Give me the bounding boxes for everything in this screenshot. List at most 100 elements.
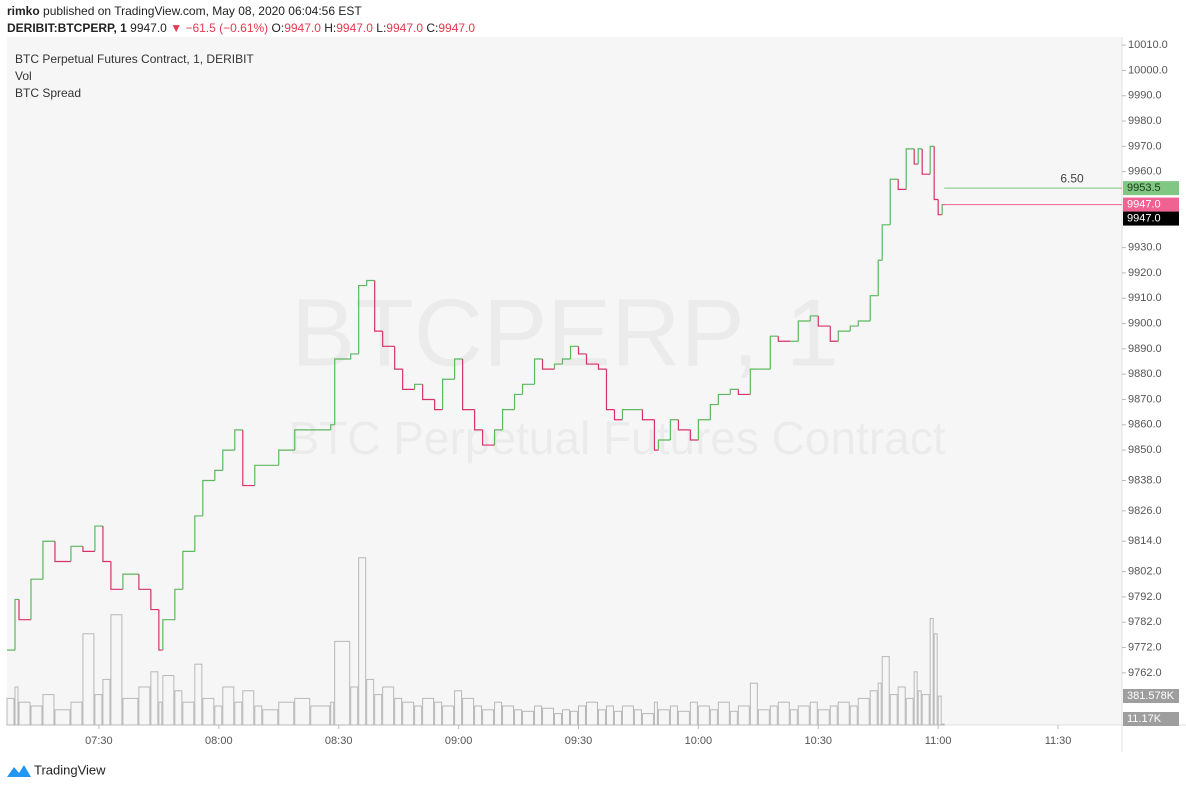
- volume-bar: [350, 686, 359, 726]
- y-tick-label: 10010.0: [1128, 39, 1168, 51]
- last-price: 9947.0: [130, 21, 167, 35]
- volume-bar: [442, 705, 455, 726]
- x-tick-label: 10:30: [805, 735, 833, 747]
- price-step: [242, 429, 255, 487]
- y-tick-label: 9930.0: [1128, 242, 1162, 254]
- volume-bar: [330, 701, 335, 726]
- volume-bar: [70, 701, 83, 726]
- x-tick-label: 09:30: [565, 735, 593, 747]
- y-tick-label: 9970.0: [1128, 140, 1162, 152]
- volume-bar: [729, 710, 738, 726]
- price-tag-bg: [1123, 181, 1179, 196]
- x-tick-label: 08:00: [205, 735, 233, 747]
- legend-item: Vol: [15, 69, 32, 83]
- y-tick-label: 9850.0: [1128, 444, 1162, 456]
- volume-bar: [122, 697, 139, 726]
- price-tag: 9953.5: [1127, 182, 1161, 194]
- price-step: [621, 409, 635, 420]
- price-step: [889, 178, 899, 225]
- price-step: [382, 331, 395, 347]
- x-tick-label: 07:30: [85, 735, 113, 747]
- y-tick-label: 9762.0: [1128, 667, 1162, 679]
- price-step: [414, 383, 423, 390]
- price-step: [278, 449, 295, 466]
- volume-bar: [422, 697, 435, 726]
- volume-bar: [162, 675, 175, 726]
- price-step: [881, 224, 891, 261]
- price-step: [869, 295, 879, 322]
- volume-bar: [174, 690, 183, 726]
- volume-bar: [717, 701, 730, 726]
- volume-bar: [797, 705, 810, 726]
- volume-bar: [689, 701, 698, 726]
- volume-bar: [889, 694, 898, 726]
- volume-bar: [414, 705, 423, 726]
- price-step: [849, 325, 859, 332]
- price-step: [493, 429, 503, 446]
- volume-bar: [562, 709, 570, 726]
- price-step: [222, 449, 235, 471]
- volume-bar: [522, 710, 535, 726]
- price-step: [809, 315, 819, 322]
- volume-bar: [737, 705, 750, 726]
- price-step: [553, 363, 563, 370]
- author: rimko: [7, 4, 40, 18]
- volume-bar: [921, 694, 930, 726]
- volume-bar: [837, 701, 850, 726]
- price-step: [577, 346, 587, 355]
- volume-bar: [789, 709, 798, 726]
- volume-bar: [110, 614, 123, 726]
- volume-bar: [769, 705, 778, 726]
- volume-bar: [877, 682, 882, 726]
- volume-bar: [102, 678, 111, 726]
- price-step: [829, 326, 839, 342]
- price-step: [461, 358, 475, 411]
- volume-bar: [254, 705, 263, 726]
- x-tick-label: 09:00: [445, 735, 473, 747]
- price-step: [194, 515, 203, 552]
- volume-bar: [54, 709, 71, 726]
- volume-bar: [194, 663, 203, 726]
- price-step: [569, 345, 579, 359]
- volume-bar: [214, 705, 223, 726]
- price-step: [689, 429, 699, 441]
- price-tag: 9947.0: [1127, 198, 1161, 210]
- price-step: [330, 424, 335, 430]
- volume-bar: [434, 701, 443, 726]
- down-arrow: ▼: [170, 21, 182, 35]
- y-tick-label: 9838.0: [1128, 474, 1162, 486]
- price-step: [709, 403, 719, 420]
- ohlc-label: O:: [272, 21, 285, 35]
- volume-bar: [857, 697, 870, 726]
- price-step: [481, 429, 495, 446]
- volume-bar: [482, 709, 495, 726]
- header-line-1: rimko published on TradingView.com, May …: [7, 4, 362, 18]
- price-step: [202, 479, 215, 516]
- ohlc-value: 9947.0: [284, 21, 321, 35]
- volume-bar: [621, 705, 634, 726]
- price-step: [897, 179, 907, 190]
- volume-bar: [554, 713, 563, 726]
- change: −61.5 (−0.61%): [185, 21, 268, 35]
- volume-bar: [6, 697, 15, 726]
- price-step: [234, 429, 243, 451]
- price-step: [394, 346, 403, 370]
- price-step: [182, 550, 195, 590]
- price-step: [669, 419, 679, 440]
- volume-bar: [937, 695, 942, 726]
- price-step: [933, 146, 939, 201]
- volume-bar: [542, 707, 555, 726]
- price-step: [641, 409, 655, 421]
- spread-label: 6.50: [1060, 171, 1084, 185]
- price-step: [214, 469, 223, 481]
- volume-bar: [278, 701, 295, 726]
- y-tick-label: 9890.0: [1128, 343, 1162, 355]
- volume-bar: [382, 686, 395, 726]
- volume-bar: [697, 705, 710, 726]
- volume-bar: [158, 701, 163, 726]
- price-step: [374, 280, 383, 332]
- price-step: [597, 364, 607, 370]
- x-tick-label: 08:30: [325, 735, 353, 747]
- price-step: [541, 358, 555, 370]
